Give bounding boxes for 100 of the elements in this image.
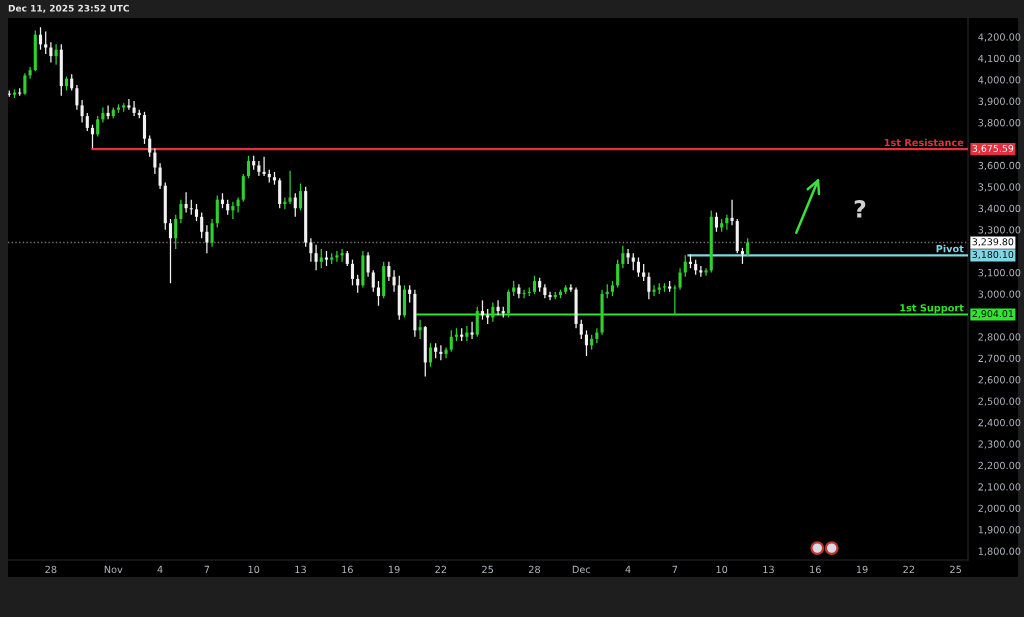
candlestick <box>517 283 521 299</box>
candlestick <box>621 245 625 269</box>
data-label: 2,904.01 <box>972 310 1014 319</box>
y-tick-label: 3,600.00 <box>978 161 1021 171</box>
legend-label: 1st Support <box>900 304 964 314</box>
candlestick <box>205 224 209 254</box>
legend-label: 1st Resistance <box>884 138 964 147</box>
x-tick-label: 16 <box>810 565 821 574</box>
x-tick-label: 4 <box>625 565 631 573</box>
candlestick <box>174 214 178 250</box>
x-tick-label: 4 <box>157 565 163 573</box>
candlestick <box>179 199 183 224</box>
candlestick <box>85 112 89 132</box>
x-tick-label: 28 <box>529 565 540 574</box>
candlestick <box>673 284 677 315</box>
candlestick <box>584 329 589 357</box>
ref-line-label: 3,239.80 <box>972 238 1014 247</box>
x-tick-label: 13 <box>295 565 306 574</box>
candlestick <box>506 289 511 319</box>
candlestick <box>350 259 355 286</box>
y-tick-label: 4,100.00 <box>978 54 1021 64</box>
x-tick-label: 28 <box>45 565 57 574</box>
y-tick-label: 2,200.00 <box>978 461 1021 471</box>
candlestick <box>246 155 251 179</box>
candlestick <box>579 319 583 340</box>
legend-label: Pivot <box>936 244 964 253</box>
candlestick <box>699 265 703 278</box>
x-tick-label: 13 <box>763 565 774 574</box>
candlestick <box>80 99 84 124</box>
candlestick <box>387 261 391 282</box>
candlestick <box>96 115 100 138</box>
candlestick <box>532 275 537 295</box>
y-tick-label: 3,800.00 <box>978 119 1021 128</box>
candlestick <box>714 211 719 233</box>
candlestick <box>184 191 188 214</box>
y-tick-label: 2,800.00 <box>978 333 1021 342</box>
candlestick <box>314 244 318 271</box>
x-tick-label: 22 <box>435 565 447 573</box>
candlestick <box>470 321 474 340</box>
candlestick <box>278 177 282 209</box>
candlestick <box>418 319 422 340</box>
x-tick-label: 22 <box>903 565 915 573</box>
candlestick <box>241 173 245 203</box>
y-tick-label: 2,700.00 <box>978 354 1021 364</box>
candlestick <box>38 26 43 51</box>
x-tick-label: 10 <box>716 565 728 574</box>
candlestick <box>298 182 303 212</box>
candlestick <box>288 170 292 205</box>
candlestick <box>158 162 162 190</box>
y-tick-label: 2,100.00 <box>978 483 1021 492</box>
y-tick-label: 3,000.00 <box>978 290 1021 299</box>
candlestick <box>54 43 58 66</box>
candlestick <box>678 267 682 291</box>
x-tick-label: 19 <box>388 565 400 574</box>
candlestick <box>465 325 469 342</box>
candlestick <box>168 218 173 284</box>
candlestick <box>647 271 651 300</box>
y-tick-label: 3,500.00 <box>978 183 1021 192</box>
candlestick <box>293 192 297 218</box>
candlestick <box>704 267 708 277</box>
candlestick <box>127 98 131 111</box>
y-tick-label: 2,600.00 <box>978 376 1021 385</box>
candlestick <box>444 346 448 359</box>
candlestick <box>480 299 485 321</box>
candlestick <box>319 248 323 269</box>
y-tick-label: 4,200.00 <box>978 33 1021 42</box>
candlestick <box>215 194 219 229</box>
x-tick-label: 10 <box>248 565 260 574</box>
candlestick <box>449 329 453 353</box>
x-tick-label: 7 <box>204 565 210 573</box>
x-tick-label: Nov <box>104 565 123 574</box>
data-label: 3,180.10 <box>972 250 1014 260</box>
candlestick <box>236 196 240 214</box>
candlestick <box>491 301 495 323</box>
y-tick-label: 3,300.00 <box>978 226 1021 235</box>
candlestick <box>335 250 339 263</box>
candlestick <box>142 111 147 145</box>
candlestick <box>496 299 500 316</box>
y-tick-label: 2,300.00 <box>978 440 1021 449</box>
candlestick <box>309 237 313 263</box>
candlestick <box>200 211 204 239</box>
x-tick-label: 19 <box>856 565 868 574</box>
candlestick <box>23 72 27 96</box>
y-tick-label: 3,900.00 <box>978 97 1021 106</box>
candlestick <box>210 218 214 248</box>
data-label: 3,675.59 <box>972 144 1014 153</box>
y-tick-label: 3,400.00 <box>978 204 1021 214</box>
y-tick-label: 2,000.00 <box>978 504 1021 513</box>
annotation: ? <box>854 199 866 218</box>
candlestick <box>106 104 110 120</box>
candlestick <box>356 274 360 294</box>
y-tick-label: 3,100.00 <box>978 268 1021 278</box>
x-tick-label: 16 <box>342 565 353 574</box>
y-tick-label: 1,800.00 <box>978 547 1021 556</box>
x-tick-label: 25 <box>950 565 961 574</box>
y-tick-label: 2,500.00 <box>978 397 1021 406</box>
candlestick <box>626 248 630 265</box>
x-tick-label: 7 <box>672 565 678 573</box>
candlestick <box>366 251 370 278</box>
candlestick <box>730 199 734 226</box>
